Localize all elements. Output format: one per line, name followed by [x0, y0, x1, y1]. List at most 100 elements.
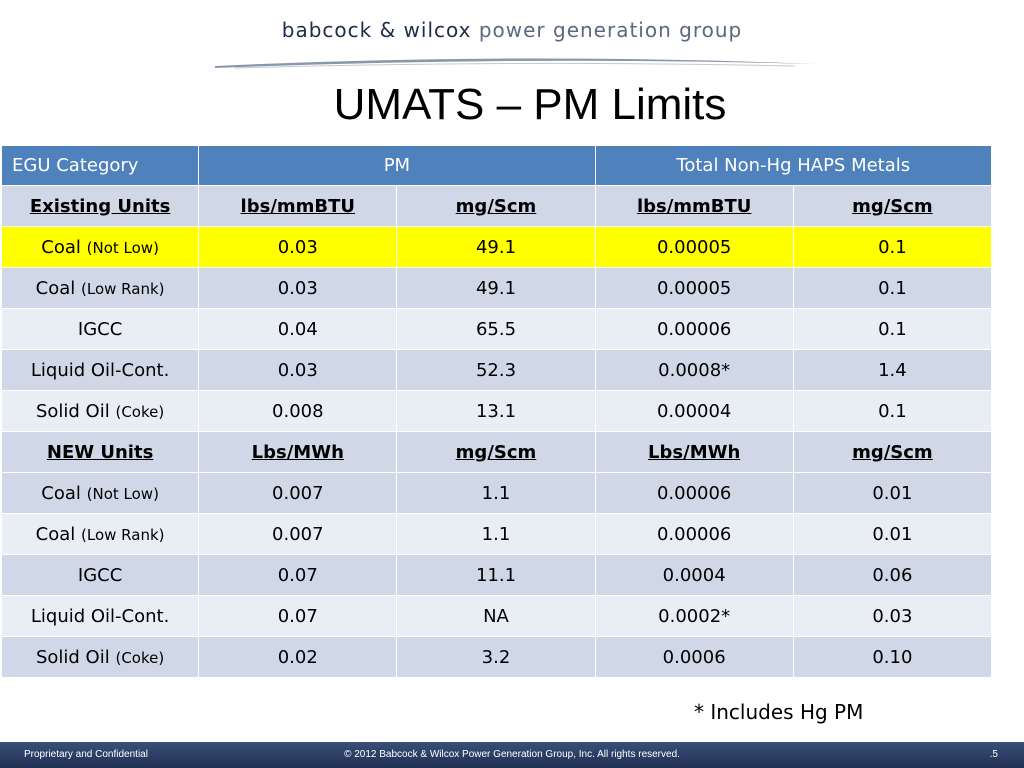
category-name: Coal [35, 523, 76, 545]
value-cell: 0.0006 [594, 636, 794, 678]
unit-label: mg/Scm [792, 185, 993, 227]
category-cell: Coal (Low Rank) [0, 513, 200, 555]
footer-copyright: © 2012 Babcock & Wilcox Power Generation… [344, 749, 680, 760]
category-qualifier: (Not Low) [86, 484, 159, 503]
table-row: Coal (Not Low) 0.03 49.1 0.00005 0.1 [0, 226, 993, 268]
category-cell: IGCC [0, 554, 200, 596]
value-cell: 52.3 [396, 349, 596, 391]
logo-main-text: babcock & wilcox [281, 18, 472, 42]
value-cell: 0.1 [792, 226, 993, 268]
unit-label: lbs/mmBTU [198, 185, 398, 227]
value-cell: 65.5 [396, 308, 596, 350]
value-cell: 1.1 [396, 472, 596, 514]
category-name: IGCC [77, 318, 123, 340]
value-cell: 0.03 [198, 349, 398, 391]
category-cell: IGCC [0, 308, 200, 350]
value-cell: 0.0004 [594, 554, 794, 596]
value-cell: 0.02 [198, 636, 398, 678]
header-pm: PM [198, 145, 596, 186]
table-row: Coal (Not Low) 0.007 1.1 0.00006 0.01 [0, 472, 993, 514]
unit-label: mg/Scm [396, 185, 596, 227]
value-cell: 0.07 [198, 595, 398, 637]
logo-swoosh-icon [215, 58, 815, 69]
category-name: Solid Oil [35, 646, 110, 668]
value-cell: NA [396, 595, 596, 637]
value-cell: 0.07 [198, 554, 398, 596]
category-name: Coal [35, 277, 76, 299]
logo-sub-text: power generation group [478, 18, 743, 42]
category-qualifier: (Not Low) [86, 238, 159, 257]
value-cell: 49.1 [396, 267, 596, 309]
category-qualifier: (Coke) [115, 402, 165, 421]
value-cell: 1.1 [396, 513, 596, 555]
category-cell: Coal (Not Low) [0, 226, 200, 268]
value-cell: 0.00004 [594, 390, 794, 432]
value-cell: 0.1 [792, 390, 993, 432]
unit-label: Lbs/MWh [594, 431, 794, 473]
value-cell: 0.1 [792, 308, 993, 350]
value-cell: 0.03 [198, 267, 398, 309]
section-label: Existing Units [0, 185, 200, 227]
value-cell: 0.0002* [594, 595, 794, 637]
value-cell: 0.00006 [594, 472, 794, 514]
table-row: Solid Oil (Coke) 0.02 3.2 0.0006 0.10 [0, 636, 993, 678]
section-label: NEW Units [0, 431, 200, 473]
value-cell: 0.01 [792, 513, 993, 555]
value-cell: 0.0008* [594, 349, 794, 391]
value-cell: 11.1 [396, 554, 596, 596]
category-cell: Liquid Oil-Cont. [0, 349, 200, 391]
table-row: IGCC 0.07 11.1 0.0004 0.06 [0, 554, 993, 596]
unit-label: lbs/mmBTU [594, 185, 794, 227]
value-cell: 0.01 [792, 472, 993, 514]
table-row: Solid Oil (Coke) 0.008 13.1 0.00004 0.1 [0, 390, 993, 432]
value-cell: 0.007 [198, 472, 398, 514]
table-row: Coal (Low Rank) 0.03 49.1 0.00005 0.1 [0, 267, 993, 309]
category-name: Solid Oil [35, 400, 110, 422]
value-cell: 0.1 [792, 267, 993, 309]
footer-page-number: .5 [989, 749, 998, 760]
category-name: Liquid Oil-Cont. [30, 359, 170, 381]
value-cell: 13.1 [396, 390, 596, 432]
category-cell: Coal (Not Low) [0, 472, 200, 514]
value-cell: 0.008 [198, 390, 398, 432]
category-cell: Coal (Low Rank) [0, 267, 200, 309]
company-logo: babcock & wilcox power generation group [0, 18, 1024, 42]
value-cell: 1.4 [792, 349, 993, 391]
pm-limits-table: EGU Category PM Total Non-Hg HAPS Metals… [0, 145, 993, 678]
value-cell: 3.2 [396, 636, 596, 678]
header-egu-category: EGU Category [0, 145, 200, 186]
table-row: Coal (Low Rank) 0.007 1.1 0.00006 0.01 [0, 513, 993, 555]
value-cell: 0.06 [792, 554, 993, 596]
table-header-row: EGU Category PM Total Non-Hg HAPS Metals [0, 145, 993, 186]
category-name: Coal [41, 236, 81, 258]
value-cell: 0.007 [198, 513, 398, 555]
category-qualifier: (Low Rank) [81, 279, 165, 298]
value-cell: 0.00005 [594, 226, 794, 268]
category-qualifier: (Low Rank) [81, 525, 165, 544]
unit-label: mg/Scm [792, 431, 993, 473]
table-row: Liquid Oil-Cont. 0.07 NA 0.0002* 0.03 [0, 595, 993, 637]
value-cell: 0.00006 [594, 513, 794, 555]
header-metals: Total Non-Hg HAPS Metals [594, 145, 993, 186]
unit-label: mg/Scm [396, 431, 596, 473]
section-header-row: NEW Units Lbs/MWh mg/Scm Lbs/MWh mg/Scm [0, 431, 993, 473]
value-cell: 0.04 [198, 308, 398, 350]
value-cell: 0.00006 [594, 308, 794, 350]
category-name: IGCC [77, 564, 123, 586]
category-cell: Liquid Oil-Cont. [0, 595, 200, 637]
value-cell: 0.03 [792, 595, 993, 637]
footnote: * Includes Hg PM [694, 700, 864, 724]
section-header-row: Existing Units lbs/mmBTU mg/Scm lbs/mmBTU mg… [0, 185, 993, 227]
category-qualifier: (Coke) [115, 648, 165, 667]
footer-confidential: Proprietary and Confidential [24, 749, 148, 760]
value-cell: 0.10 [792, 636, 993, 678]
footer-bar: Proprietary and Confidential © 2012 Babc… [0, 742, 1024, 768]
table-row: IGCC 0.04 65.5 0.00006 0.1 [0, 308, 993, 350]
value-cell: 49.1 [396, 226, 596, 268]
category-cell: Solid Oil (Coke) [0, 390, 200, 432]
unit-label: Lbs/MWh [198, 431, 398, 473]
value-cell: 0.00005 [594, 267, 794, 309]
value-cell: 0.03 [198, 226, 398, 268]
category-name: Coal [41, 482, 81, 504]
category-name: Liquid Oil-Cont. [30, 605, 170, 627]
